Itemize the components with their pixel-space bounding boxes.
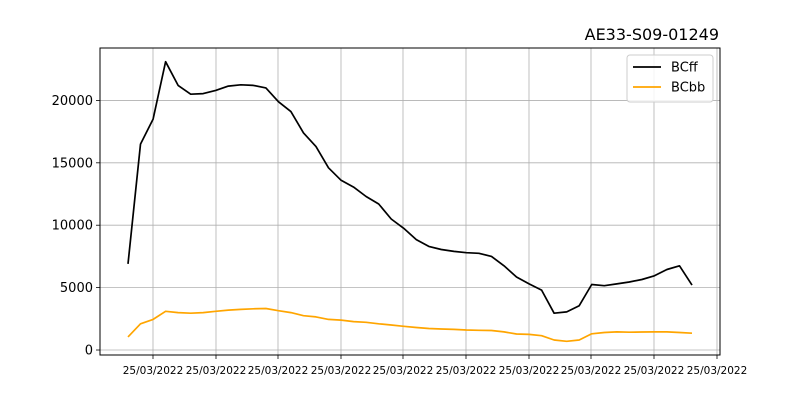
legend-label: BCbb <box>671 81 705 96</box>
y-tick-label: 10000 <box>52 219 93 234</box>
legend: BCff BCbb <box>626 54 714 103</box>
x-tick-label: 25/03/2022 <box>248 365 309 377</box>
x-tick-label: 25/03/2022 <box>687 365 748 377</box>
x-tick-label: 25/03/2022 <box>436 365 497 377</box>
series-line-bcff <box>127 60 693 315</box>
x-tick-label: 25/03/2022 <box>624 365 685 377</box>
y-tick-label: 0 <box>85 344 93 359</box>
legend-label: BCff <box>671 61 699 76</box>
plot-background <box>100 48 720 355</box>
x-tick-label: 25/03/2022 <box>123 365 184 377</box>
y-tick-label: 5000 <box>60 281 93 296</box>
x-tick-label: 25/03/2022 <box>186 365 247 377</box>
grid <box>100 48 720 355</box>
x-tick-label: 25/03/2022 <box>499 365 560 377</box>
series-layer <box>127 60 693 343</box>
chart-title: AE33-S09-01249 <box>585 25 719 44</box>
x-axis: 25/03/2022 25/03/2022 25/03/2022 25/03/2022… <box>123 355 748 377</box>
y-axis: 0 5000 10000 15000 20000 <box>52 94 100 359</box>
x-tick-label: 25/03/2022 <box>311 365 372 377</box>
plot-frame <box>99 47 721 356</box>
y-tick-label: 15000 <box>52 156 93 171</box>
x-tick-label: 25/03/2022 <box>561 365 622 377</box>
x-tick-label: 25/03/2022 <box>373 365 434 377</box>
series-line-bcbb <box>127 307 693 343</box>
y-tick-label: 20000 <box>52 94 93 109</box>
